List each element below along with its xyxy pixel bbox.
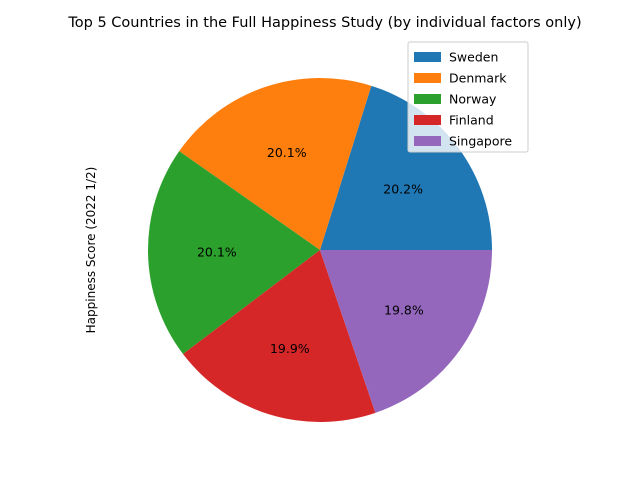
legend-label-denmark: Denmark [449,71,507,86]
pie-slice-sweden [320,85,492,250]
pct-label-norway: 20.1% [197,244,237,259]
legend-label-norway: Norway [449,92,497,107]
pct-label-denmark: 20.1% [267,145,307,160]
legend-label-singapore: Singapore [449,134,512,149]
legend-swatch-singapore [414,136,441,146]
pct-label-singapore: 19.8% [384,303,424,318]
pct-label-sweden: 20.2% [383,181,423,196]
legend-swatch-finland [414,115,441,125]
pie-slice-norway [148,151,320,355]
pie-slice-denmark [179,78,372,250]
pie-slices [148,78,492,422]
legend-swatch-norway [414,94,441,104]
legend: Sweden Denmark Norway Finland Singapore [407,41,529,153]
chart-title: Top 5 Countries in the Full Happiness St… [67,15,581,31]
y-axis-label: Happiness Score (2022 1/2) [84,167,98,334]
legend-label-sweden: Sweden [449,50,498,65]
pie-slice-finland [183,250,376,422]
percentage-labels: 20.2% 20.1% 20.1% 19.9% 19.8% [197,145,424,356]
legend-swatch-sweden [414,52,441,62]
legend-label-finland: Finland [449,113,494,128]
legend-swatch-denmark [414,73,441,83]
pct-label-finland: 19.9% [270,341,310,356]
pie-slice-singapore [320,250,492,413]
